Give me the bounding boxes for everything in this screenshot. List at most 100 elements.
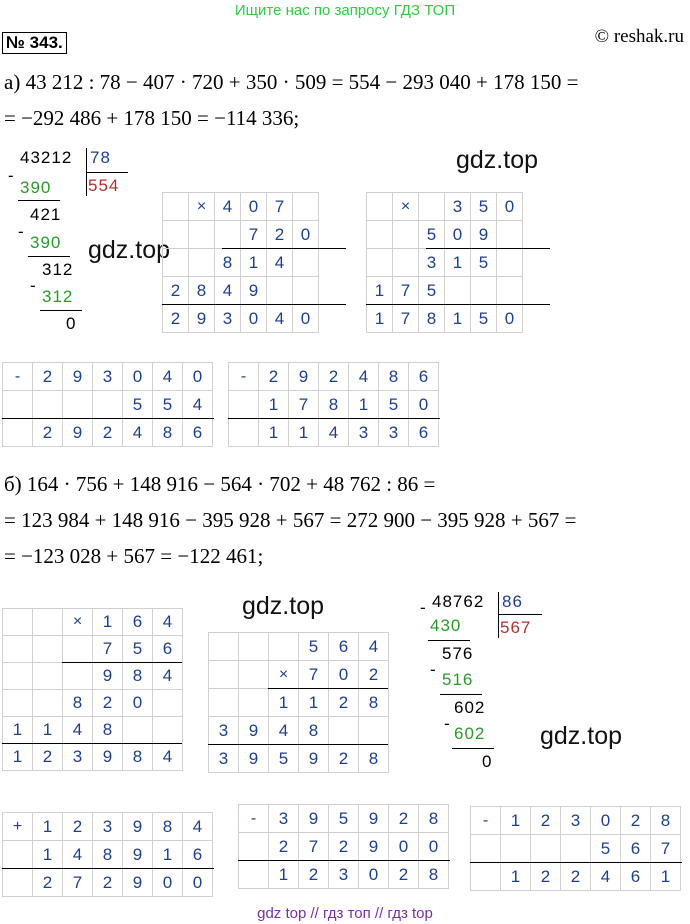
grid-cell: 1 [367,305,393,333]
grid-cell: 5 [379,391,409,419]
grid-cell: 9 [123,841,153,869]
grid-cell: 0 [497,193,523,221]
grid-cell: 1 [289,419,319,447]
grid-cell: 0 [389,833,419,861]
grid-cell: 9 [63,419,93,447]
grid-cell: 9 [189,305,215,333]
grid-cell: 7 [393,277,419,305]
grid-cell: 1 [651,863,681,891]
grid-cell [561,835,591,863]
grid-cell [33,609,63,636]
grid-cell: 9 [289,363,319,391]
grid-cell: × [189,193,215,221]
grid-cell: 5 [419,221,445,249]
grid-cell [3,419,33,447]
step: 430 [430,616,462,635]
multiplication-grid-350x509: × 3 5 0 5 0 9 3 1 5 1 7 5 1 7 8 1 5 0 [366,192,523,333]
grid-cell: 4 [183,391,213,419]
grid-cell: 8 [189,277,215,305]
grid-cell: 8 [379,363,409,391]
grid-cell: 0 [183,869,213,897]
grid-cell: 7 [651,835,681,863]
grid-cell [123,717,153,744]
grid-cell: 2 [329,745,359,773]
grid-cell: 6 [409,419,439,447]
step: 0 [66,314,77,333]
footer-links[interactable]: gdz top // гдз топ // гдз top [257,905,433,922]
grid-cell: 9 [239,745,269,773]
grid-cell: 9 [359,833,389,861]
grid-cell: 2 [389,805,419,833]
grid-cell: 0 [241,193,267,221]
grid-cell: 8 [123,744,153,771]
grid-cell: 4 [153,609,183,636]
multiplication-grid-164x756: × 1 6 4 7 5 6 9 8 4 8 2 0 1 1 4 8 1 2 3 9 8 4 [2,608,183,771]
multiplication-grid-407x720: × 4 0 7 7 2 0 8 1 4 2 8 4 9 2 9 3 0 4 0 [162,192,319,333]
grid-cell: 3 [215,305,241,333]
grid-cell: 6 [621,863,651,891]
grid-cell [3,636,33,663]
grid-cell: 9 [239,717,269,745]
grid-cell: 8 [153,419,183,447]
grid-cell: 0 [293,221,319,249]
grid-cell: + [3,813,33,841]
grid-cell: 6 [123,609,153,636]
grid-cell: 6 [153,636,183,663]
grid-cell: 1 [445,305,471,333]
grid-cell [3,391,33,419]
grid-cell: 1 [153,841,183,869]
grid-cell: 4 [215,193,241,221]
grid-cell: 2 [33,744,63,771]
step: 576 [442,644,474,663]
grid-cell: 2 [33,869,63,897]
grid-cell: 9 [299,805,329,833]
grid-cell [163,249,189,277]
grid-cell: 7 [267,193,293,221]
grid-cell: 3 [561,807,591,835]
grid-cell [209,661,239,689]
grid-cell [163,221,189,249]
grid-cell: 0 [409,391,439,419]
grid-cell [189,249,215,277]
grid-cell: 4 [153,663,183,690]
grid-cell [3,690,33,717]
grid-cell: 5 [329,805,359,833]
grid-cell: 0 [591,807,621,835]
grid-cell: 2 [531,863,561,891]
grid-cell [63,391,93,419]
grid-cell: 3 [209,745,239,773]
grid-cell: 1 [259,419,289,447]
grid-cell [3,869,33,897]
grid-cell [209,689,239,717]
grid-cell [367,193,393,221]
grid-cell [497,221,523,249]
grid-cell [33,391,63,419]
grid-cell: - [229,363,259,391]
grid-cell: 9 [93,744,123,771]
grid-cell: 9 [93,663,123,690]
grid-cell [239,833,269,861]
step: 421 [30,205,62,224]
watermark: gdz.top [540,722,623,750]
grid-cell: 0 [123,690,153,717]
grid-cell: 0 [241,305,267,333]
grid-cell: 2 [93,419,123,447]
site-credit[interactable]: © reshak.ru [594,26,684,47]
grid-cell: 8 [93,841,123,869]
grid-cell: 4 [123,419,153,447]
grid-cell: 4 [153,363,183,391]
grid-cell: 7 [63,869,93,897]
grid-cell [63,663,93,690]
grid-cell [419,193,445,221]
grid-cell [33,636,63,663]
grid-cell: 8 [215,249,241,277]
grid-cell: 4 [267,305,293,333]
grid-cell: 9 [241,277,267,305]
search-banner[interactable]: Ищите нас по запросу ГДЗ ТОП [234,2,456,19]
grid-cell [445,277,471,305]
grid-cell: 2 [63,813,93,841]
grid-cell: 2 [319,363,349,391]
grid-cell: 5 [419,277,445,305]
grid-cell: 6 [183,419,213,447]
grid-cell: 1 [299,689,329,717]
